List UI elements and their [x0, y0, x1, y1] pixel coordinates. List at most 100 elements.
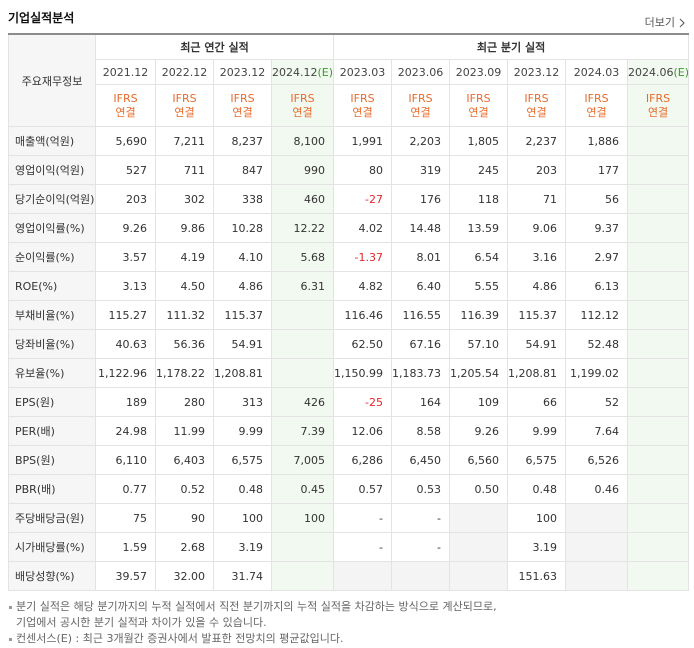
value-cell: 56 [565, 184, 629, 214]
finance-table: 주요재무정보 최근 연간 실적 최근 분기 실적 2021.12 2022.12 2023… [8, 33, 690, 591]
empty-cell [627, 387, 690, 417]
data-row: 순이익률(%) 3.57 4.19 4.10 5.68 -1.37 8.01 6.54 3.16… [8, 242, 690, 272]
empty-cell [565, 503, 629, 533]
basis-header: IFRS 연결 [270, 84, 335, 127]
value-cell: - [391, 503, 451, 533]
value-cell: 1,208.81 [507, 358, 567, 388]
empty-cell [627, 271, 690, 301]
value-cell: 12.22 [270, 213, 335, 243]
note-line: 기업에서 공시한 분기 실적과 차이가 있을 수 있습니다. [16, 616, 267, 629]
value-cell: 6,560 [449, 445, 509, 475]
value-cell: 0.48 [213, 474, 272, 504]
basis-header: IFRS 연결 [95, 84, 156, 127]
value-cell: 5.68 [270, 242, 335, 272]
empty-cell [270, 358, 335, 388]
data-row: 부채비율(%) 115.27 111.32 115.37 116.46 116.55 116… [8, 300, 690, 330]
value-cell: 426 [270, 387, 335, 417]
note: 분기 실적은 해당 분기까지의 누적 실적에서 직전 분기까지의 누적 실적을 … [8, 599, 497, 631]
value-cell: 203 [95, 184, 156, 214]
row-label: 유보율(%) [8, 358, 96, 388]
basis-text: IFRS [524, 91, 549, 105]
value-cell: 9.26 [449, 416, 509, 446]
value-cell: 1.59 [95, 532, 156, 562]
more-link[interactable]: 더보기 [645, 14, 686, 30]
basis-text: 연결 [526, 105, 547, 119]
value-cell: 176 [391, 184, 451, 214]
value-cell: 9.37 [565, 213, 629, 243]
value-cell: 54.91 [213, 329, 272, 359]
basis-text: 연결 [647, 105, 669, 119]
value-cell: 5,690 [95, 126, 156, 156]
empty-cell [565, 532, 629, 562]
value-cell: -25 [333, 387, 393, 417]
value-cell: 203 [507, 155, 567, 185]
data-row: EPS(원) 189 280 313 426 -25 164 109 66 52 [8, 387, 690, 417]
more-arrow[interactable] [678, 18, 686, 28]
value-cell: -27 [333, 184, 393, 214]
period: 2023.03 [339, 65, 386, 79]
period: 2023.09 [455, 65, 502, 79]
value-cell: 56.36 [155, 329, 214, 359]
estimate-mark: (E) [673, 65, 689, 79]
value-cell: 3.19 [213, 532, 272, 562]
value-cell: 5.55 [449, 271, 509, 301]
value-cell: 7,211 [155, 126, 214, 156]
basis-header: IFRS 연결 [449, 84, 509, 127]
row-label: EPS(원) [8, 387, 96, 417]
value-cell: 2,237 [507, 126, 567, 156]
value-cell: 302 [155, 184, 214, 214]
period-header: 2021.12 [95, 59, 156, 85]
value-cell: 109 [449, 387, 509, 417]
data-row: PER(배) 24.98 11.99 9.99 7.39 12.06 8.58 9.26 9.9… [8, 416, 690, 446]
value-cell: 52.48 [565, 329, 629, 359]
value-cell: 118 [449, 184, 509, 214]
period: 2023.12 [219, 65, 266, 79]
value-cell: 8,237 [213, 126, 272, 156]
value-cell: 6,575 [213, 445, 272, 475]
basis-text: 연결 [468, 105, 489, 119]
notes: 분기 실적은 해당 분기까지의 누적 실적에서 직전 분기까지의 누적 실적을 … [8, 599, 497, 647]
value-cell: 6.13 [565, 271, 629, 301]
empty-cell [391, 561, 451, 591]
value-cell: 1,205.54 [449, 358, 509, 388]
empty-cell [627, 474, 690, 504]
empty-cell [627, 300, 690, 330]
value-cell: 164 [391, 387, 451, 417]
value-cell: 6,286 [333, 445, 393, 475]
empty-cell [565, 561, 629, 591]
data-row: 당기순이익(억원) 203 302 338 460 -27 176 118 71 56 [8, 184, 690, 214]
value-cell: 10.28 [213, 213, 272, 243]
value-cell: 9.86 [155, 213, 214, 243]
empty-cell [627, 445, 690, 475]
basis-text: 연결 [410, 105, 431, 119]
basis-header: IFRS 연결 [333, 84, 393, 127]
value-cell: 32.00 [155, 561, 214, 591]
more-text[interactable]: 더보기 [644, 16, 675, 29]
value-cell: 112.12 [565, 300, 629, 330]
value-cell: 115.27 [95, 300, 156, 330]
value-cell: 54.91 [507, 329, 567, 359]
value-cell: 9.99 [213, 416, 272, 446]
empty-cell [627, 242, 690, 272]
value-cell: 24.98 [95, 416, 156, 446]
value-cell: 115.37 [507, 300, 567, 330]
basis-header: IFRS 연결 [627, 84, 690, 127]
value-cell: 1,991 [333, 126, 393, 156]
value-cell: 0.53 [391, 474, 451, 504]
period: 2024.03 [573, 65, 620, 79]
value-cell: 0.52 [155, 474, 214, 504]
value-cell: 6.31 [270, 271, 335, 301]
value-cell: 111.32 [155, 300, 214, 330]
period-header: 2024.12(E) [270, 59, 335, 85]
row-label: BPS(원) [8, 445, 96, 475]
value-cell: 319 [391, 155, 451, 185]
value-cell: 115.37 [213, 300, 272, 330]
row-label: 영업이익(억원) [8, 155, 96, 185]
value-cell: 62.50 [333, 329, 393, 359]
value-cell: 0.50 [449, 474, 509, 504]
value-cell: 527 [95, 155, 156, 185]
value-cell: 4.50 [155, 271, 214, 301]
empty-cell [627, 358, 690, 388]
empty-cell [627, 532, 690, 562]
value-cell: 116.55 [391, 300, 451, 330]
